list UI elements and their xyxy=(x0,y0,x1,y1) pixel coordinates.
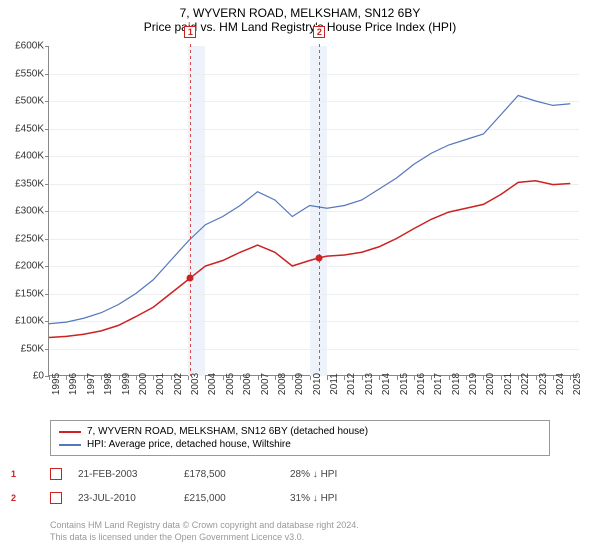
x-tick-label: 2024 xyxy=(555,373,566,395)
x-tick-label: 2023 xyxy=(538,373,549,395)
footnote-line2: This data is licensed under the Open Gov… xyxy=(50,532,359,544)
legend-label: 7, WYVERN ROAD, MELKSHAM, SN12 6BY (deta… xyxy=(87,426,368,437)
figure-container: 7, WYVERN ROAD, MELKSHAM, SN12 6BY Price… xyxy=(0,0,600,560)
annotation-row: 2 23-JUL-2010 £215,000 31% ↓ HPI xyxy=(50,492,570,504)
x-tick-label: 1998 xyxy=(103,373,114,395)
x-tick-label: 2005 xyxy=(225,373,236,395)
x-tick-label: 2013 xyxy=(364,373,375,395)
x-tick-label: 2018 xyxy=(451,373,462,395)
y-tick-label: £250K xyxy=(15,233,44,244)
annotation-row: 1 21-FEB-2003 £178,500 28% ↓ HPI xyxy=(50,468,570,480)
x-tick-label: 2016 xyxy=(416,373,427,395)
annotation-date: 21-FEB-2003 xyxy=(78,469,168,480)
marker-dot xyxy=(316,254,323,261)
y-tick-label: £400K xyxy=(15,151,44,162)
x-tick-label: 2002 xyxy=(173,373,184,395)
x-tick-label: 2010 xyxy=(312,373,323,395)
x-tick-label: 2006 xyxy=(242,373,253,395)
legend: 7, WYVERN ROAD, MELKSHAM, SN12 6BY (deta… xyxy=(50,420,550,456)
title-subtitle: Price paid vs. HM Land Registry's House … xyxy=(0,20,600,34)
marker-dot xyxy=(187,274,194,281)
x-tick-label: 1995 xyxy=(51,373,62,395)
x-tick-label: 2019 xyxy=(468,373,479,395)
x-tick-label: 2014 xyxy=(381,373,392,395)
series-property_price xyxy=(49,181,570,338)
x-tick-label: 2000 xyxy=(138,373,149,395)
x-tick-label: 2012 xyxy=(346,373,357,395)
legend-swatch xyxy=(59,444,81,446)
marker-label-box: 1 xyxy=(184,26,196,38)
x-tick-label: 2007 xyxy=(260,373,271,395)
legend-label: HPI: Average price, detached house, Wilt… xyxy=(87,439,291,450)
x-tick-label: 2020 xyxy=(485,373,496,395)
y-tick-label: £100K xyxy=(15,316,44,327)
y-tick-label: £450K xyxy=(15,123,44,134)
title-address: 7, WYVERN ROAD, MELKSHAM, SN12 6BY xyxy=(0,6,600,20)
annotation-delta: 31% ↓ HPI xyxy=(290,493,380,504)
y-tick-label: £550K xyxy=(15,68,44,79)
plot-region: 12 xyxy=(48,46,578,376)
x-tick-label: 2004 xyxy=(207,373,218,395)
legend-item: 7, WYVERN ROAD, MELKSHAM, SN12 6BY (deta… xyxy=(59,425,541,438)
x-tick-label: 2017 xyxy=(433,373,444,395)
x-tick-label: 2011 xyxy=(329,373,340,395)
x-tick-label: 2001 xyxy=(155,373,166,395)
annotation-delta: 28% ↓ HPI xyxy=(290,469,380,480)
x-tick-label: 1997 xyxy=(86,373,97,395)
annotation-date: 23-JUL-2010 xyxy=(78,493,168,504)
y-tick-label: £350K xyxy=(15,178,44,189)
footnote-line1: Contains HM Land Registry data © Crown c… xyxy=(50,520,359,532)
y-tick-label: £50K xyxy=(21,343,44,354)
x-tick-label: 1996 xyxy=(68,373,79,395)
marker-label-box: 2 xyxy=(313,26,325,38)
series-hpi xyxy=(49,96,570,324)
y-tick-label: £500K xyxy=(15,96,44,107)
chart-area: 12 xyxy=(48,46,578,376)
x-tick-label: 2009 xyxy=(294,373,305,395)
x-tick-label: 2015 xyxy=(399,373,410,395)
y-tick-label: £600K xyxy=(15,41,44,52)
x-tick-label: 2003 xyxy=(190,373,201,395)
y-tick-label: £200K xyxy=(15,261,44,272)
legend-swatch xyxy=(59,431,81,433)
footnote: Contains HM Land Registry data © Crown c… xyxy=(50,520,359,543)
title-block: 7, WYVERN ROAD, MELKSHAM, SN12 6BY Price… xyxy=(0,0,600,36)
y-tick-label: £0 xyxy=(33,371,44,382)
annotation-price: £215,000 xyxy=(184,493,274,504)
x-tick-label: 2025 xyxy=(572,373,583,395)
y-tick-label: £150K xyxy=(15,288,44,299)
x-tick-label: 1999 xyxy=(121,373,132,395)
annotation-marker-box: 1 xyxy=(50,468,62,480)
x-tick-label: 2008 xyxy=(277,373,288,395)
annotation-price: £178,500 xyxy=(184,469,274,480)
annotation-marker-box: 2 xyxy=(50,492,62,504)
plot-svg xyxy=(49,46,579,376)
x-tick-label: 2021 xyxy=(503,373,514,395)
legend-item: HPI: Average price, detached house, Wilt… xyxy=(59,438,541,451)
y-tick-label: £300K xyxy=(15,206,44,217)
x-tick-label: 2022 xyxy=(520,373,531,395)
